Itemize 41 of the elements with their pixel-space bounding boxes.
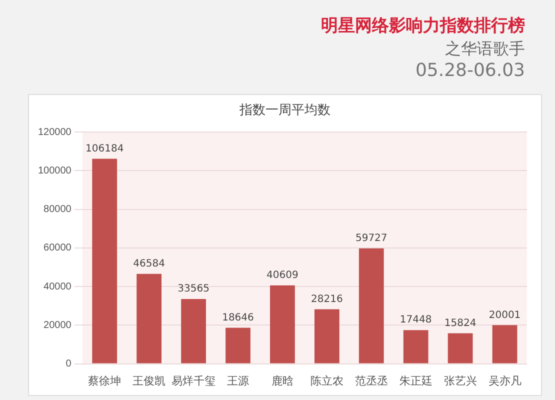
x-tick-label: 张艺兴 <box>444 374 477 388</box>
bar <box>314 309 340 364</box>
data-label: 59727 <box>355 233 388 244</box>
data-label: 33565 <box>178 284 210 295</box>
bar <box>403 330 428 364</box>
data-label: 106184 <box>86 143 124 154</box>
x-tick-label: 朱正廷 <box>399 374 432 388</box>
bar <box>136 274 162 364</box>
bar <box>226 328 250 364</box>
data-label: 20001 <box>488 310 521 321</box>
data-label: 18646 <box>222 312 254 324</box>
bar <box>358 248 384 364</box>
text: 05.28-06.03 <box>414 60 525 81</box>
x-tick-label: 范丞丞 <box>354 374 388 388</box>
x-tick-label: 王源 <box>226 375 249 388</box>
y-tick-label: 0 <box>66 358 72 370</box>
y-tick-label: 100000 <box>38 165 72 176</box>
data-label: 17448 <box>400 314 432 326</box>
bar <box>270 285 295 364</box>
data-label: 15824 <box>444 318 476 329</box>
chart-subtitle: 之华语歌手 <box>444 39 525 60</box>
y-tick-label: 80000 <box>44 204 72 216</box>
x-tick-label: 吴亦凡 <box>488 374 522 388</box>
data-label: 46584 <box>133 258 165 270</box>
x-tick-label: 王俊凯 <box>132 374 166 388</box>
bar <box>492 325 518 364</box>
x-tick-label: 陈立农 <box>310 374 344 388</box>
x-tick-label: 鹿晗 <box>271 374 294 388</box>
x-tick-label: 蔡徐坤 <box>88 374 122 388</box>
bar <box>92 158 118 364</box>
bar <box>181 298 206 364</box>
data-label: 40609 <box>266 270 298 281</box>
chart-title: 明星网络影响力指数排行榜 <box>321 15 525 37</box>
bar <box>448 333 473 364</box>
data-label: 28216 <box>311 294 343 305</box>
y-tick-label: 20000 <box>44 320 72 331</box>
text: 指数一周平均数 <box>238 102 332 119</box>
y-tick-label: 120000 <box>38 126 72 138</box>
y-tick-label: 40000 <box>44 281 72 292</box>
y-tick-label: 60000 <box>44 242 72 254</box>
x-tick-label: 易烊千玺 <box>172 374 216 388</box>
